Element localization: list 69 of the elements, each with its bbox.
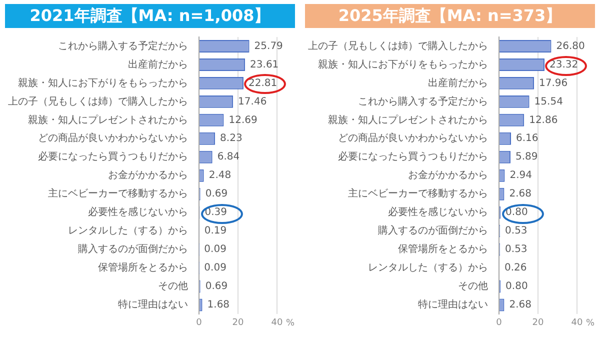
chart-title: 2025年調査【MA: n=373】	[305, 4, 595, 28]
data-label: 0.09	[204, 244, 226, 256]
y-tick-label: これから購入する予定だから	[58, 40, 188, 52]
y-tick-label: 親族・知人にプレゼントされたから	[28, 114, 188, 126]
x-tick-label: 40	[571, 318, 583, 328]
data-label: 12.69	[228, 114, 258, 126]
data-label: 1.68	[207, 300, 230, 311]
y-tick-label: その他	[458, 280, 488, 292]
y-tick-label: 保管場所をとるから	[98, 262, 188, 274]
data-label: 0.53	[505, 226, 528, 237]
y-tick-label: 主にベビーカーで移動するから	[48, 188, 188, 200]
data-label: 0.80	[506, 281, 528, 292]
y-tick-label: どの商品が良いかわからないから	[338, 132, 488, 144]
x-tick-label: 20	[532, 318, 544, 328]
y-tick-label: 親族・知人にお下がりをもらったから	[18, 76, 188, 89]
data-label: 0.69	[205, 188, 228, 200]
y-tick-label: 保管場所をとるから	[398, 243, 488, 256]
data-label: 5.89	[515, 152, 538, 163]
data-label: 23.32	[549, 59, 578, 70]
y-tick-label: 上の子（兄もしくは姉）で購入したから	[8, 95, 188, 108]
y-tick-label: 必要性を感じないから	[88, 206, 188, 218]
y-tick-label: 必要性を感じないから	[388, 206, 488, 218]
data-label: 0.19	[204, 226, 227, 237]
data-label: 6.16	[516, 133, 538, 144]
y-tick-label: 出産前だから	[128, 58, 188, 70]
x-tick-label: 40	[271, 318, 283, 328]
x-tick-label: 20	[232, 318, 244, 328]
data-label: 22.81	[248, 78, 278, 89]
y-tick-label: レンタルした（する）から	[368, 262, 488, 274]
y-tick-label: これから購入する予定だから	[358, 95, 488, 108]
y-tick-label: 購入するのが面倒だから	[378, 224, 488, 237]
y-tick-label: 特に理由はない	[118, 298, 188, 311]
y-tick-label: 特に理由はない	[418, 298, 488, 311]
chart-title: 2021年調査【MA: n=1,008】	[5, 4, 295, 28]
x-axis-title: %	[586, 318, 595, 329]
data-label: 23.61	[250, 59, 279, 70]
y-tick-label: 出産前だから	[428, 76, 488, 89]
y-tick-label: どの商品が良いかわからないから	[38, 132, 188, 144]
data-label: 17.96	[539, 78, 568, 89]
y-tick-label: 主にベビーカーで移動するから	[348, 188, 488, 200]
data-label: 2.48	[208, 170, 232, 182]
y-tick-label: レンタルした（する）から	[68, 226, 188, 237]
data-label: 0.39	[204, 207, 228, 218]
y-tick-label: 必要になったら買うつもりだから	[338, 150, 488, 163]
data-label: 25.79	[254, 40, 283, 52]
y-tick-label: 必要になったら買うつもりだから	[38, 150, 188, 163]
y-tick-label: お金がかかるから	[408, 169, 488, 182]
y-tick-label: その他	[158, 280, 188, 292]
y-tick-label: お金がかかるから	[108, 169, 188, 182]
y-tick-label: 親族・知人にプレゼントされたから	[328, 114, 488, 126]
data-label: 8.23	[220, 133, 242, 144]
y-tick-label: 親族・知人にお下がりをもらったから	[318, 58, 488, 70]
data-label: 2.94	[510, 170, 532, 182]
data-label: 0.53	[505, 244, 528, 256]
data-label: 2.68	[509, 188, 532, 200]
data-label: 17.46	[238, 96, 267, 108]
x-axis-title: %	[286, 318, 295, 329]
y-tick-label: 購入するのが面倒だから	[78, 243, 188, 256]
data-label: 0.09	[204, 262, 226, 274]
data-label: 15.54	[534, 96, 563, 108]
data-label: 6.84	[217, 152, 240, 163]
data-label: 0.69	[205, 281, 228, 292]
data-label: 26.80	[556, 40, 585, 52]
data-label: 12.86	[529, 114, 558, 126]
y-tick-label: 上の子（兄もしくは姉）で購入したから	[308, 40, 488, 52]
x-tick-label: 0	[496, 318, 502, 328]
x-tick-label: 0	[196, 318, 202, 328]
data-label: 2.68	[509, 300, 532, 311]
data-label: 0.26	[504, 262, 527, 274]
